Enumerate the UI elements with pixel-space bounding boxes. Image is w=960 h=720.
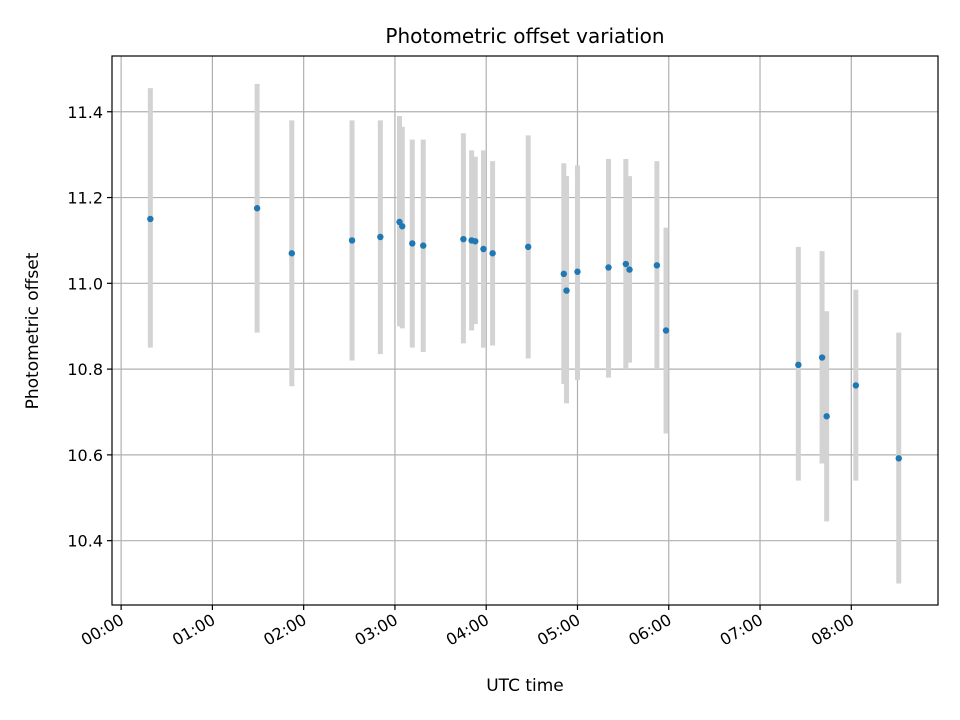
data-point [563,287,570,294]
data-point [399,223,406,230]
data-point [605,264,612,271]
data-point [524,243,532,251]
x-axis-label: UTC time [486,676,564,696]
data-point [409,240,416,247]
y-tick-label: 10.8 [67,360,103,379]
chart-title: Photometric offset variation [385,24,664,48]
data-point [895,455,902,462]
data-point [818,354,826,361]
data-point [288,250,296,257]
data-point [662,327,670,334]
data-point [253,205,261,212]
plot-frame [111,55,939,606]
data-point [147,215,154,223]
data-point [472,238,479,245]
data-points [147,205,902,462]
y-tick-label: 10.4 [67,532,103,551]
data-point [852,382,860,389]
data-point [480,245,487,253]
data-point [560,270,567,278]
y-tick-label: 11.0 [67,274,103,293]
data-point [420,242,427,249]
y-tick-label: 10.6 [67,446,103,465]
data-point [823,413,830,420]
y-axis: 10.4 10.6 10.8 11.0 11.2 11.4 [67,103,112,551]
data-point [460,235,467,243]
data-point [795,361,802,369]
data-point [348,237,356,244]
data-point [622,260,630,268]
data-point [653,262,661,269]
y-axis-label: Photometric offset [23,252,43,409]
y-tick-label: 11.4 [67,103,103,122]
data-point [574,268,581,275]
data-point [489,250,496,257]
y-tick-label: 11.2 [67,189,103,208]
data-point [626,266,633,273]
data-point [377,233,384,241]
